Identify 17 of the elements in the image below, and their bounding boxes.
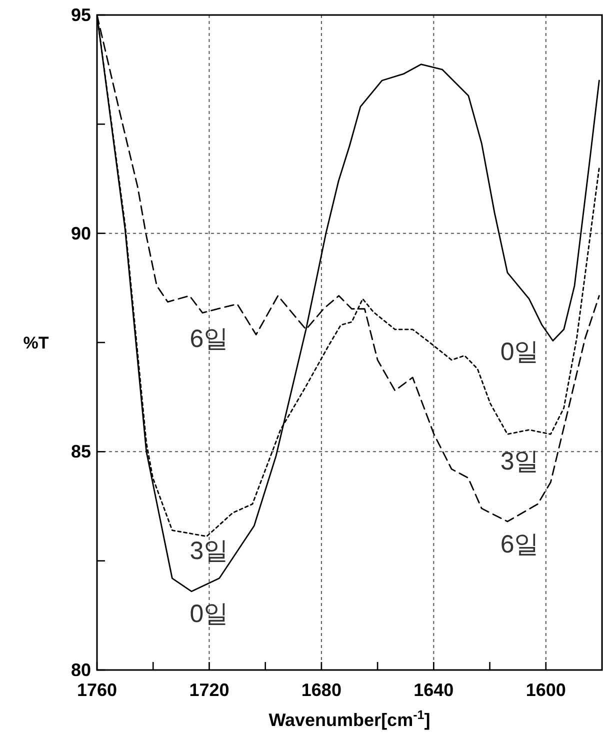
text: 3일 bbox=[500, 447, 540, 476]
x-tick-label: 1680 bbox=[301, 680, 342, 700]
x-tick-label: 1720 bbox=[189, 680, 230, 700]
series-label: 6일 bbox=[500, 530, 540, 558]
y-tick-label: 95 bbox=[70, 5, 91, 25]
x-tick-label: 1600 bbox=[526, 680, 566, 700]
text: 6일 bbox=[190, 325, 229, 354]
y-tick-label: 80 bbox=[70, 660, 91, 680]
y-tick-label: 85 bbox=[70, 442, 91, 462]
series-label: 0일 bbox=[190, 600, 229, 628]
x-axis-title: Wavenumber[cm$^{-1}$] bbox=[268, 708, 430, 730]
x-tick-label: 1640 bbox=[414, 680, 454, 700]
y-tick-label: 90 bbox=[70, 223, 91, 244]
x-tick-label: 1760 bbox=[76, 680, 118, 700]
series-label: 3일 bbox=[190, 536, 229, 565]
y-axis-title: %T bbox=[23, 334, 50, 352]
text: 0일 bbox=[500, 338, 540, 366]
